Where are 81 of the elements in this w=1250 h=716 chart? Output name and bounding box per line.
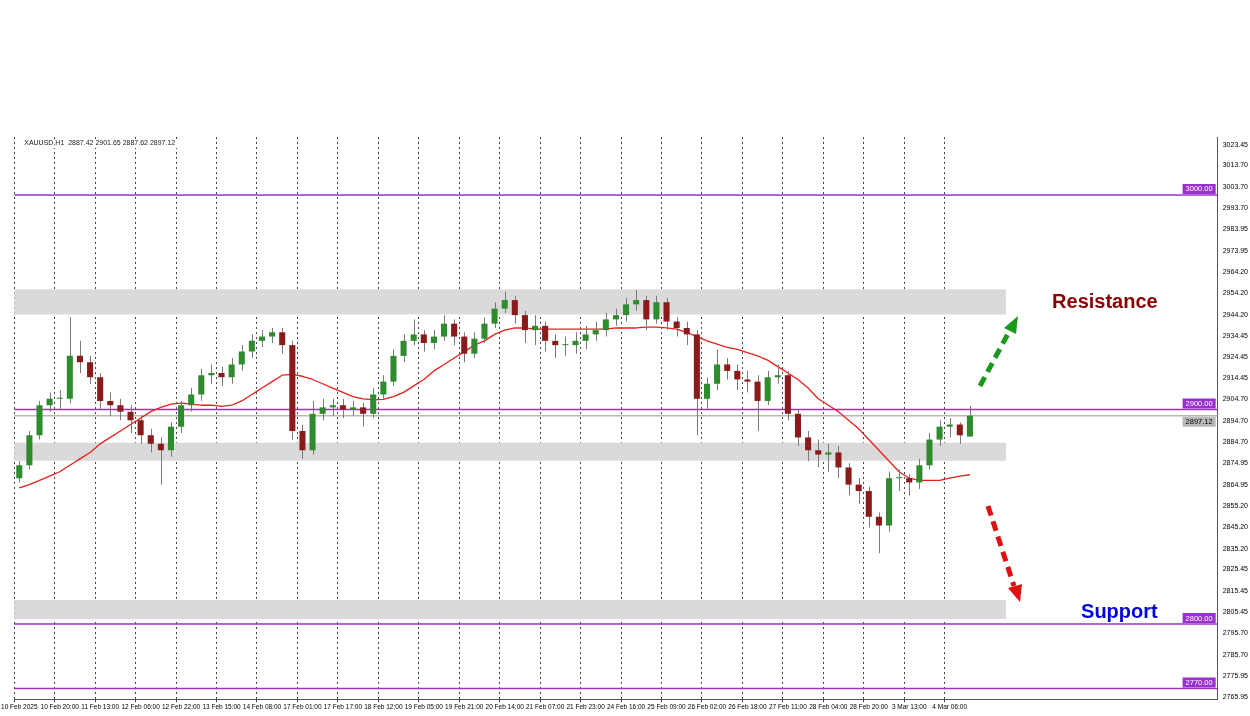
candlestick <box>542 321 549 353</box>
candlestick <box>178 400 185 434</box>
candlestick <box>76 340 83 374</box>
candlestick <box>744 370 751 393</box>
candlestick <box>916 458 923 490</box>
candlestick <box>956 421 963 445</box>
candlestick <box>714 348 721 391</box>
candlestick <box>774 363 781 385</box>
candlestick <box>46 391 53 413</box>
candlestick <box>360 402 367 428</box>
candlestick <box>906 473 913 496</box>
candlestick <box>592 321 599 342</box>
candlestick <box>562 336 569 357</box>
candlestick <box>815 439 822 468</box>
candlestick <box>441 314 448 342</box>
candlestick <box>218 366 225 387</box>
candlestick <box>633 289 640 312</box>
candlestick <box>157 436 164 486</box>
candlestick <box>582 325 589 350</box>
candlestick <box>946 417 953 438</box>
candlestick <box>319 398 326 421</box>
candlestick <box>724 357 731 380</box>
candlestick <box>936 419 943 447</box>
candlestick <box>663 297 670 331</box>
candlestick <box>430 329 437 350</box>
candlestick <box>339 398 346 419</box>
candlestick <box>117 398 124 421</box>
candlestick <box>137 415 144 445</box>
candlestick <box>845 462 852 496</box>
candlestick <box>451 318 458 346</box>
candlestick <box>683 321 690 346</box>
candlestick <box>461 331 468 363</box>
candlestick <box>380 374 387 400</box>
candlestick <box>16 460 23 483</box>
candlestick <box>471 331 478 359</box>
candlestick <box>56 389 63 411</box>
candlestick <box>97 372 104 411</box>
candlestick <box>966 405 973 438</box>
candlestick <box>400 333 407 363</box>
candlestick <box>491 301 498 329</box>
candlestick <box>521 310 528 344</box>
candlestick <box>248 333 255 359</box>
candlestick <box>511 295 518 325</box>
candlestick <box>299 424 306 460</box>
candlestick <box>107 391 114 417</box>
candlestick <box>279 327 286 355</box>
candlestick <box>370 387 377 419</box>
candlestick <box>188 387 195 413</box>
candlestick <box>835 445 842 479</box>
candlestick <box>127 404 134 434</box>
candlestick <box>825 443 832 473</box>
candlestick <box>238 344 245 372</box>
candlestick <box>794 409 802 447</box>
candlestick <box>87 355 94 385</box>
candlestick <box>552 333 559 359</box>
candlestick <box>623 297 630 323</box>
candlestick <box>805 430 812 462</box>
candlestick <box>420 329 427 353</box>
candlestick <box>198 368 205 402</box>
candlestick <box>764 370 771 406</box>
candlestick <box>410 318 417 346</box>
candlestick <box>734 363 741 391</box>
candlestick <box>208 363 215 385</box>
candlestick <box>875 512 882 554</box>
annotation: Support <box>1081 599 1159 622</box>
candlestick <box>147 428 154 453</box>
candlestick <box>896 469 903 492</box>
annotation: Resistance <box>1052 290 1158 313</box>
candlestick <box>481 316 488 344</box>
candlestick <box>572 331 579 355</box>
candlestick <box>754 374 761 432</box>
candlestick <box>228 357 235 385</box>
candlestick <box>501 291 508 314</box>
candlestick <box>643 295 650 331</box>
candlestick <box>855 477 862 505</box>
candlestick <box>653 295 660 325</box>
candlestick <box>703 376 711 411</box>
candlestick <box>532 314 539 346</box>
candlestick <box>673 316 680 338</box>
candlestick <box>602 312 609 338</box>
candlestick <box>167 421 175 458</box>
